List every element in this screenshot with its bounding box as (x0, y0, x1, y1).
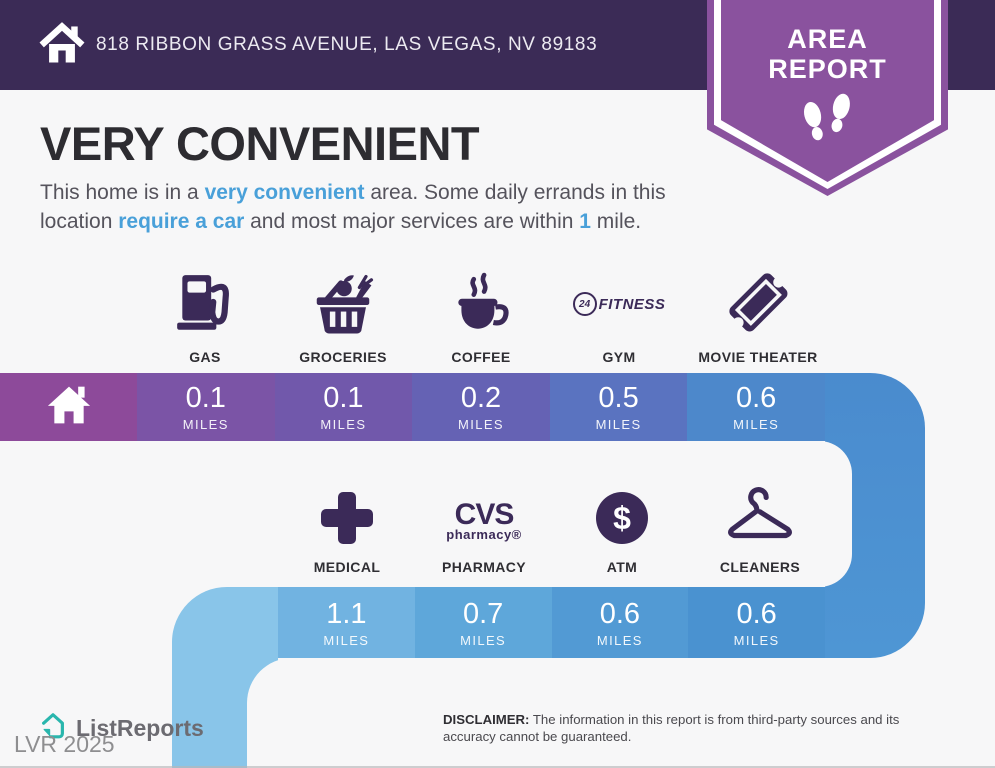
distance-value: 0.6 (599, 597, 641, 630)
poi-column-pharmacy: CVS pharmacy® PHARMACY (399, 462, 569, 575)
watermark-text: LVR 2025 (14, 731, 115, 757)
distance-segment: 0.6 MILES (551, 587, 689, 658)
24-hour-fitness-logo: 24 FITNESS (572, 252, 666, 340)
poi-column-gym: 24 FITNESS GYM (534, 252, 704, 365)
distance-value: 0.5 (598, 382, 639, 414)
poi-label: COFFEE (451, 349, 511, 365)
poi-column-gas: GAS (120, 252, 290, 365)
distance-bar-row2: 1.1 MILES 0.7 MILES 0.6 MILES 0.6 MILES (278, 587, 825, 658)
distance-value: 1.1 (326, 597, 367, 630)
poi-label: GROCERIES (299, 349, 387, 365)
grocery-basket-icon (308, 252, 378, 340)
distance-segment: 0.2 MILES (412, 373, 550, 441)
distance-bar-row1: 0.1 MILES 0.1 MILES 0.2 MILES 0.5 MILES … (0, 373, 825, 441)
footprints-icon (795, 92, 861, 169)
home-segment (0, 373, 137, 441)
route-right-cutout (690, 441, 852, 587)
page-title: VERY CONVENIENT (40, 117, 480, 170)
distance-value: 0.7 (462, 597, 504, 630)
distance-segment: 0.1 MILES (274, 373, 413, 441)
distance-unit: MILES (323, 632, 370, 648)
distance-value: 0.1 (323, 382, 364, 414)
distance-unit: MILES (733, 632, 780, 648)
property-address: 818 RIBBON GRASS AVENUE, LAS VEGAS, NV 8… (96, 34, 598, 55)
distance-segment: 0.1 MILES (137, 373, 275, 441)
poi-column-atm: $ ATM (537, 462, 707, 575)
disclaimer: DISCLAIMER: The information in this repo… (443, 711, 948, 746)
distance-value: 0.2 (460, 382, 502, 414)
poi-column-medical: MEDICAL (262, 462, 432, 575)
distance-unit: MILES (733, 417, 780, 432)
distance-segment: 0.5 MILES (549, 373, 688, 441)
disclaimer-label: DISCLAIMER: (443, 712, 530, 727)
hanger-icon (723, 462, 797, 550)
medical-cross-icon (315, 462, 379, 550)
poi-label: GYM (602, 349, 636, 365)
dollar-circle-icon: $ (590, 462, 654, 550)
poi-label: PHARMACY (441, 559, 527, 575)
poi-label: MOVIE THEATER (698, 349, 818, 365)
cvs-pharmacy-logo: CVS pharmacy® (446, 462, 522, 550)
distance-value: 0.1 (185, 382, 226, 414)
distance-unit: MILES (460, 632, 507, 648)
distance-value: 0.6 (736, 597, 777, 630)
cvs-logo-text: CVS (454, 497, 515, 531)
route-left-cutout (247, 658, 387, 768)
poi-label: ATM (606, 559, 638, 575)
house-icon (38, 21, 86, 72)
listreports-wordmark: ListReports (76, 715, 204, 741)
house-icon (45, 383, 93, 432)
bottom-edge-line (0, 766, 995, 768)
svg-text:$: $ (613, 500, 631, 536)
gym-logo-fitness: FITNESS (598, 295, 666, 313)
disclaimer-text: The information in this report is from t… (443, 712, 900, 745)
distance-segment: 1.1 MILES (278, 587, 415, 658)
poi-column-groceries: GROCERIES (258, 252, 428, 365)
cvs-pharmacy-text: pharmacy® (446, 527, 522, 542)
gas-pump-icon (172, 252, 238, 340)
distance-value: 0.6 (736, 382, 777, 414)
distance-unit: MILES (457, 417, 504, 432)
distance-unit: MILES (596, 632, 643, 648)
distance-unit: MILES (595, 417, 642, 432)
listreports-icon (38, 711, 68, 746)
listreports-logo: ListReports (38, 711, 204, 746)
distance-segment: 0.6 MILES (688, 587, 825, 658)
distance-segment: 0.6 MILES (687, 373, 825, 441)
poi-label: CLEANERS (719, 559, 801, 575)
summary-paragraph: This home is in a very convenient area. … (40, 181, 666, 234)
movie-ticket-icon (720, 252, 796, 340)
poi-column-coffee: COFFEE (396, 252, 566, 365)
poi-label: MEDICAL (313, 559, 381, 575)
distance-unit: MILES (320, 417, 367, 432)
gym-logo-24: 24 (572, 292, 597, 316)
distance-segment: 0.7 MILES (414, 587, 552, 658)
badge-title: AREA REPORT (768, 24, 887, 85)
coffee-cup-icon (448, 252, 514, 340)
poi-column-movie-theater: MOVIE THEATER (673, 252, 843, 365)
distance-unit: MILES (182, 417, 229, 432)
poi-label: GAS (189, 349, 221, 365)
poi-column-cleaners: CLEANERS (675, 462, 845, 575)
area-report-badge: AREA REPORT (707, 0, 948, 196)
